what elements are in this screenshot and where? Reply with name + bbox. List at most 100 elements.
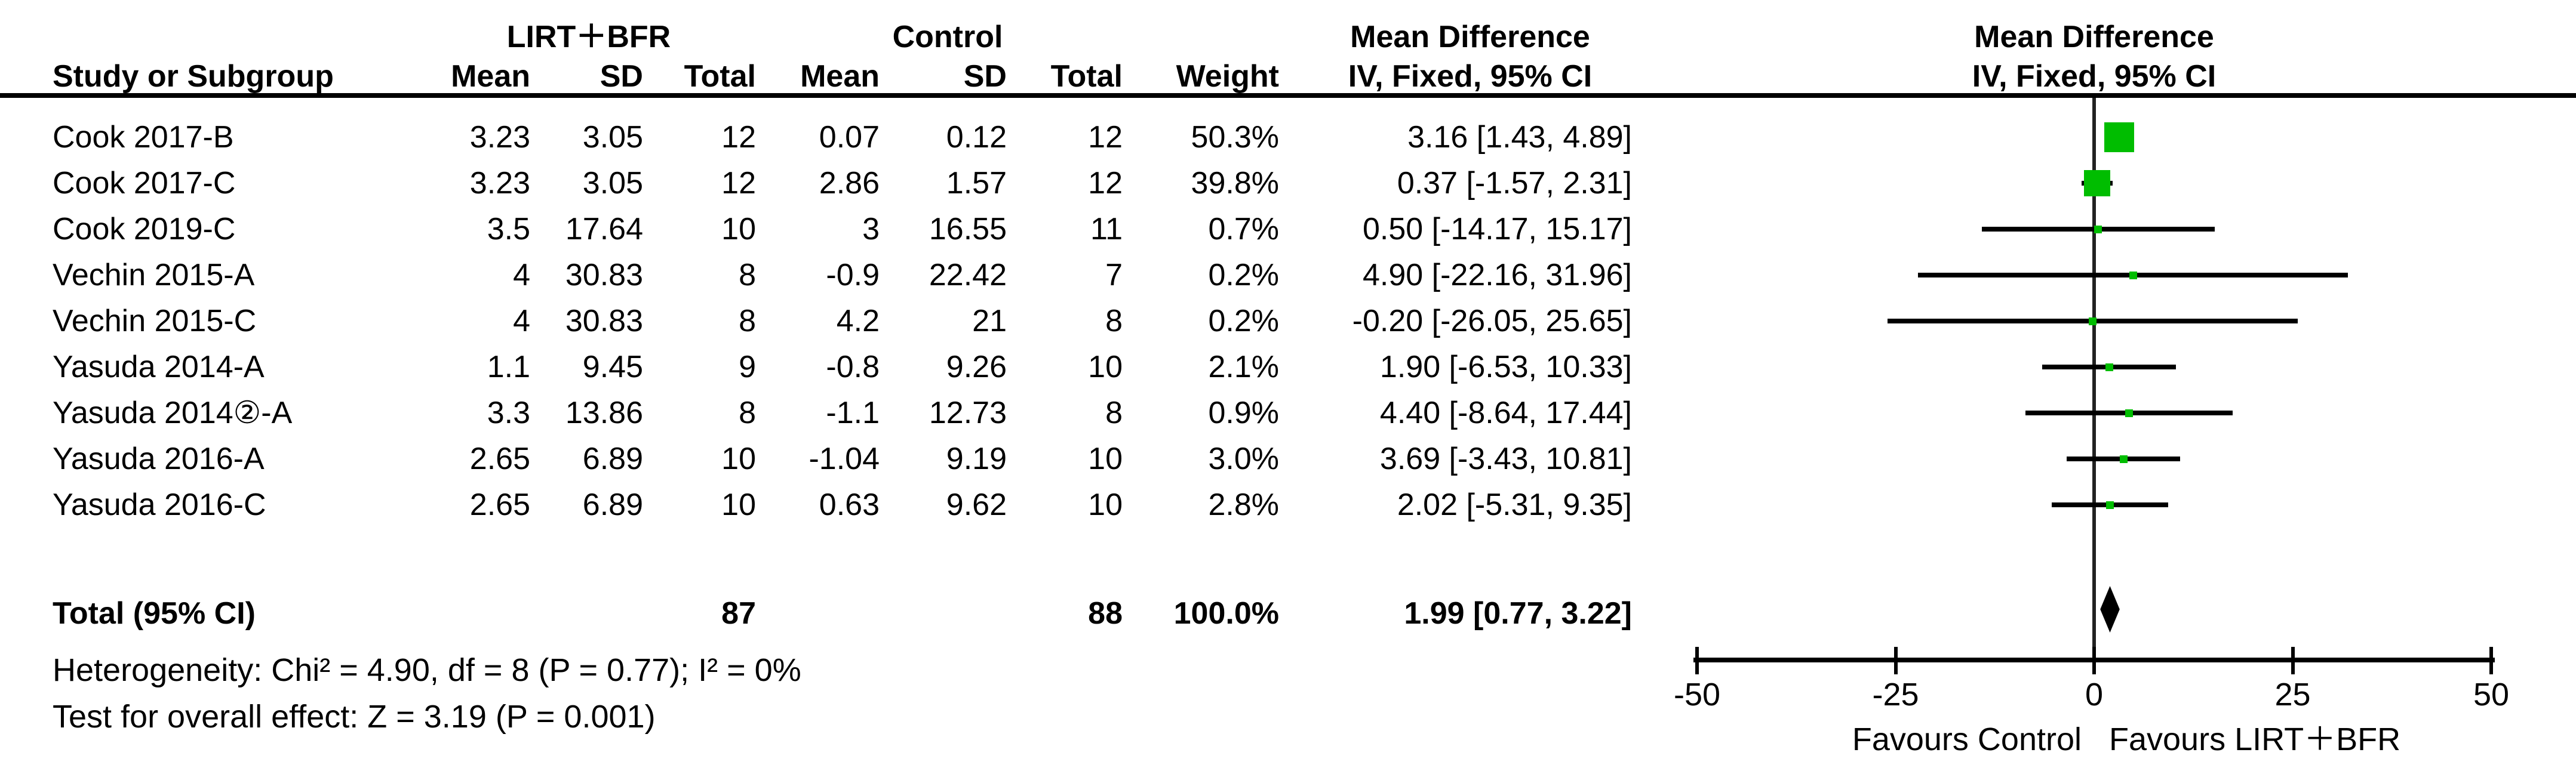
total-n-control: 88	[1088, 596, 1123, 631]
overall-effect-note: Test for overall effect: Z = 3.19 (P = 0…	[53, 699, 656, 735]
table-cell: 3.05	[582, 120, 643, 155]
table-cell: 3.05	[582, 166, 643, 201]
table-cell: 12	[1088, 166, 1123, 201]
study-name: Yasuda 2016-C	[53, 488, 266, 522]
column-header: Mean	[451, 59, 530, 94]
table-cell: 4	[513, 258, 530, 292]
column-header: Weight	[1176, 59, 1279, 94]
table-cell: 8	[739, 258, 756, 292]
table-cell: 2.65	[469, 442, 530, 476]
column-header: Total	[684, 59, 756, 94]
effect-marker	[2105, 363, 2113, 371]
table-cell: 9	[739, 350, 756, 384]
table-cell: 0.7%	[1208, 212, 1279, 246]
effect-marker	[2119, 455, 2128, 463]
table-cell: 9.62	[946, 488, 1007, 522]
axis-tick	[1695, 647, 1699, 674]
table-cell: 50.3%	[1191, 120, 1279, 155]
table-cell: 13.86	[565, 396, 643, 430]
axis-tick-label: 50	[2473, 677, 2510, 713]
table-cell: 6.89	[582, 488, 643, 522]
study-name: Yasuda 2016-A	[53, 442, 265, 476]
table-cell: 9.19	[946, 442, 1007, 476]
table-cell: 2.8%	[1208, 488, 1279, 522]
column-header: SD	[963, 59, 1007, 94]
table-cell: 8	[1105, 304, 1123, 338]
ci-text-cell: 3.69 [-3.43, 10.81]	[1379, 442, 1632, 476]
table-cell: 3.5	[487, 212, 530, 246]
study-name: Cook 2019-C	[53, 212, 236, 246]
effect-marker	[2094, 225, 2102, 233]
table-cell: 21	[972, 304, 1007, 338]
ci-text-cell: 1.90 [-6.53, 10.33]	[1379, 350, 1632, 384]
axis-tick	[2092, 647, 2096, 674]
table-cell: 6.89	[582, 442, 643, 476]
table-cell: 2.86	[819, 166, 880, 201]
table-cell: 16.55	[929, 212, 1007, 246]
table-cell: -1.1	[826, 396, 880, 430]
plot-header-mean-difference: Mean Difference	[1974, 20, 2214, 54]
table-cell: 12	[1088, 120, 1123, 155]
table-cell: 7	[1105, 258, 1123, 292]
table-cell: 12	[721, 166, 756, 201]
total-diamond	[2100, 586, 2120, 633]
column-header-mean-difference: Mean Difference	[1350, 20, 1590, 54]
table-cell: 17.64	[565, 212, 643, 246]
table-cell: 4.2	[836, 304, 880, 338]
plot-header-iv-fixed-ci: IV, Fixed, 95% CI	[1972, 59, 2217, 94]
table-cell: 10	[721, 442, 756, 476]
effect-marker	[2106, 501, 2114, 509]
axis-tick	[2489, 647, 2493, 674]
table-cell: 3.23	[469, 166, 530, 201]
table-cell: 12.73	[929, 396, 1007, 430]
ci-text-cell: 3.16 [1.43, 4.89]	[1407, 120, 1632, 155]
total-label: Total (95% CI)	[53, 596, 256, 631]
table-cell: 0.07	[819, 120, 880, 155]
study-name: Yasuda 2014②-A	[53, 396, 293, 430]
ci-text-cell: 2.02 [-5.31, 9.35]	[1397, 488, 1632, 522]
study-name: Vechin 2015-C	[53, 304, 257, 338]
total-weight: 100.0%	[1173, 596, 1279, 631]
ci-text-cell: 4.90 [-22.16, 31.96]	[1362, 258, 1632, 292]
table-cell: 10	[1088, 442, 1123, 476]
favours-treatment-label: Favours LIRT＋BFR	[2109, 721, 2401, 757]
column-header-study: Study or Subgroup	[53, 59, 334, 94]
ci-text-cell: 0.37 [-1.57, 2.31]	[1397, 166, 1632, 201]
table-cell: 30.83	[565, 304, 643, 338]
table-cell: -0.8	[826, 350, 880, 384]
table-cell: 0.12	[946, 120, 1007, 155]
table-cell: 10	[1088, 488, 1123, 522]
axis-tick-label: 0	[2085, 677, 2104, 713]
effect-marker	[2088, 317, 2097, 325]
table-cell: 0.2%	[1208, 304, 1279, 338]
axis-tick-label: -50	[1673, 677, 1721, 713]
header-rule	[0, 93, 2576, 98]
table-cell: 8	[739, 396, 756, 430]
total-n-treatment: 87	[721, 596, 756, 631]
table-cell: 11	[1090, 212, 1123, 246]
table-cell: 3	[862, 212, 880, 246]
study-name: Cook 2017-B	[53, 120, 234, 155]
table-cell: 30.83	[565, 258, 643, 292]
table-cell: 0.63	[819, 488, 880, 522]
table-cell: 2.1%	[1208, 350, 1279, 384]
table-cell: 10	[721, 212, 756, 246]
axis-tick	[1893, 647, 1898, 674]
table-cell: 10	[1088, 350, 1123, 384]
study-name: Cook 2017-C	[53, 166, 236, 201]
zero-reference-line	[2092, 98, 2096, 658]
table-cell: 0.2%	[1208, 258, 1279, 292]
ci-text-cell: 0.50 [-14.17, 15.17]	[1362, 212, 1632, 246]
group-header-control: Control	[892, 20, 1003, 54]
study-name: Yasuda 2014-A	[53, 350, 265, 384]
table-cell: 9.45	[582, 350, 643, 384]
axis-tick	[2291, 647, 2295, 674]
table-cell: 3.0%	[1208, 442, 1279, 476]
column-header: Total	[1050, 59, 1123, 94]
effect-marker	[2125, 409, 2134, 417]
table-cell: 12	[721, 120, 756, 155]
total-ci-text: 1.99 [0.77, 3.22]	[1404, 596, 1632, 631]
favours-control-label: Favours Control	[1852, 721, 2082, 757]
column-header: SD	[600, 59, 643, 94]
table-cell: 22.42	[929, 258, 1007, 292]
